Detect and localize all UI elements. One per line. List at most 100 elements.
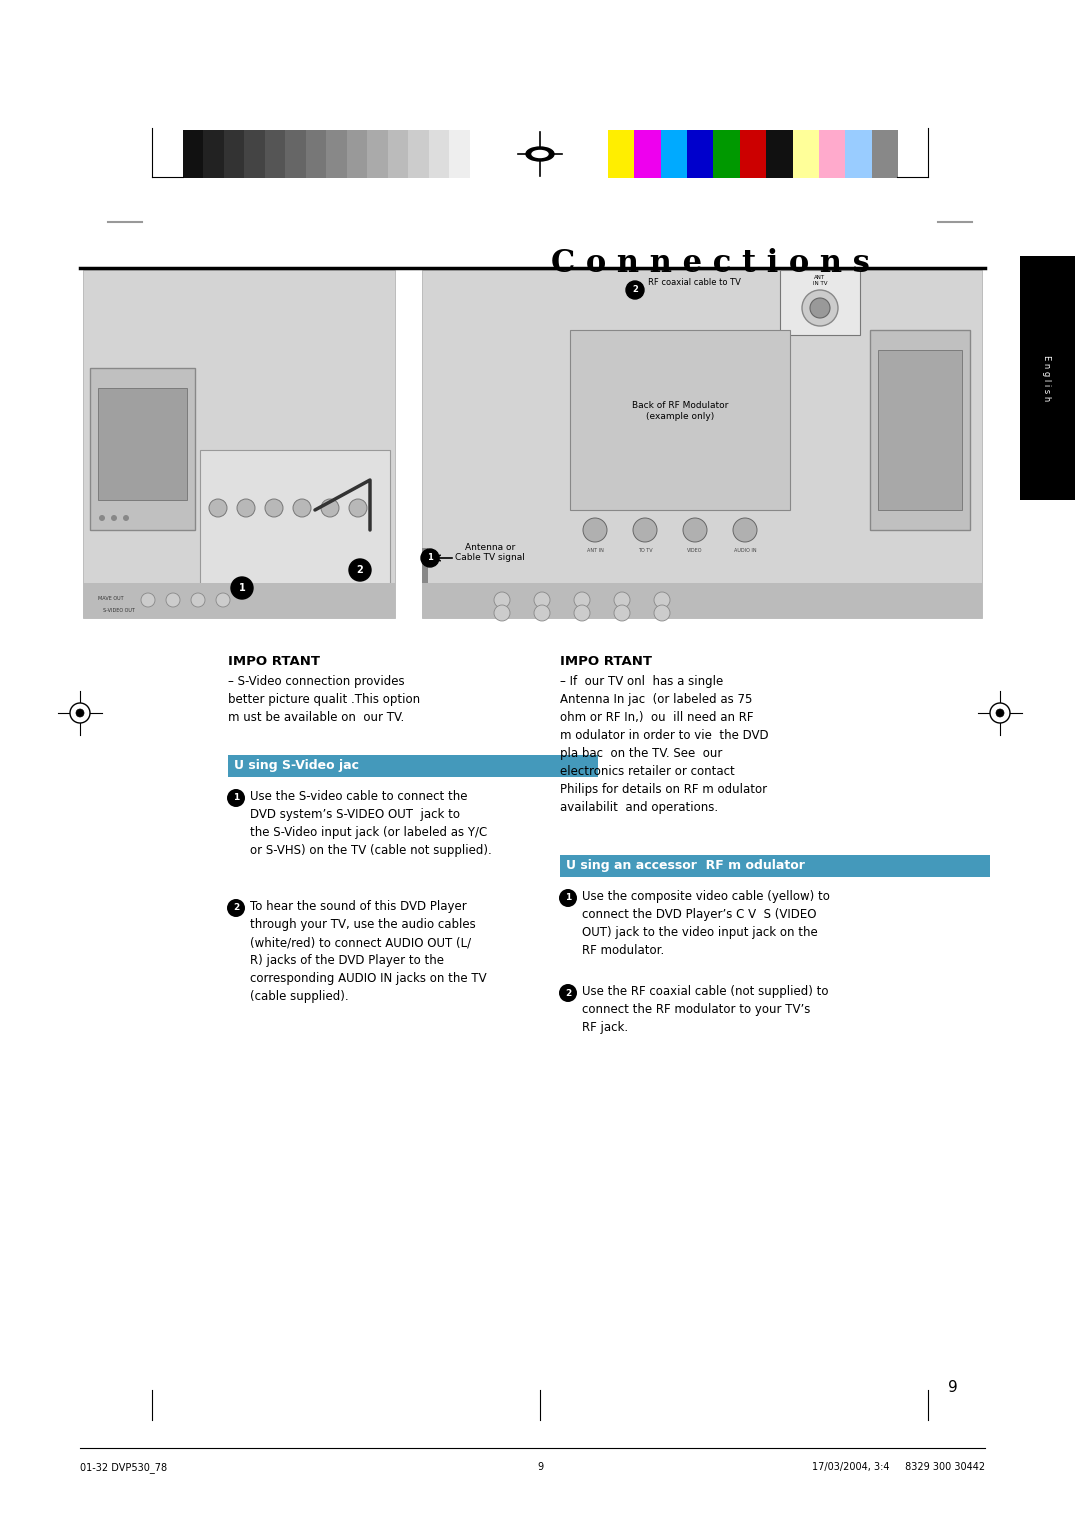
Circle shape xyxy=(615,591,630,608)
Bar xyxy=(388,130,408,177)
Circle shape xyxy=(231,578,253,599)
Circle shape xyxy=(216,593,230,607)
Bar xyxy=(661,130,687,177)
Circle shape xyxy=(349,559,372,581)
Bar xyxy=(224,130,244,177)
Bar xyxy=(422,270,982,617)
Bar xyxy=(793,130,819,177)
Bar xyxy=(608,130,634,177)
Bar xyxy=(872,130,897,177)
Bar xyxy=(285,130,306,177)
Bar xyxy=(244,130,265,177)
Text: 2: 2 xyxy=(356,565,363,575)
Circle shape xyxy=(123,515,129,521)
Bar xyxy=(83,270,395,617)
Circle shape xyxy=(633,518,657,542)
Bar xyxy=(429,130,449,177)
Bar xyxy=(183,130,203,177)
Text: Antenna or
Cable TV signal: Antenna or Cable TV signal xyxy=(455,542,525,562)
Bar xyxy=(367,130,388,177)
Text: S-VIDEO OUT: S-VIDEO OUT xyxy=(103,608,135,613)
Circle shape xyxy=(111,515,117,521)
Circle shape xyxy=(810,298,831,318)
Text: 9: 9 xyxy=(537,1462,543,1471)
Bar xyxy=(265,130,285,177)
Bar xyxy=(766,130,793,177)
Bar xyxy=(714,130,740,177)
Bar xyxy=(780,270,860,335)
Bar xyxy=(687,130,714,177)
Circle shape xyxy=(99,515,105,521)
Ellipse shape xyxy=(526,147,554,160)
Text: C o n n e c t i o n s: C o n n e c t i o n s xyxy=(551,248,870,280)
Circle shape xyxy=(141,593,156,607)
Text: TO TV: TO TV xyxy=(637,549,652,553)
Bar xyxy=(1020,257,1075,500)
Text: 1: 1 xyxy=(233,793,239,802)
Text: 17/03/2004, 3:4     8329 300 30442: 17/03/2004, 3:4 8329 300 30442 xyxy=(812,1462,985,1471)
Text: U sing an accessor  RF m odulator: U sing an accessor RF m odulator xyxy=(566,859,805,872)
Bar xyxy=(83,584,395,617)
Circle shape xyxy=(265,500,283,516)
Ellipse shape xyxy=(532,150,548,157)
Circle shape xyxy=(227,898,245,917)
Circle shape xyxy=(654,591,670,608)
Circle shape xyxy=(227,788,245,807)
Text: U sing S-Video jac: U sing S-Video jac xyxy=(234,759,359,773)
Text: To hear the sound of this DVD Player
through your TV, use the audio cables
(whit: To hear the sound of this DVD Player thr… xyxy=(249,900,487,1002)
Circle shape xyxy=(573,605,590,620)
Circle shape xyxy=(494,591,510,608)
Bar xyxy=(306,130,326,177)
Text: Use the RF coaxial cable (not supplied) to
connect the RF modulator to your TV’s: Use the RF coaxial cable (not supplied) … xyxy=(582,986,828,1034)
Bar xyxy=(870,330,970,530)
Text: 01-32 DVP530_78: 01-32 DVP530_78 xyxy=(80,1462,167,1473)
Circle shape xyxy=(733,518,757,542)
Text: ANT IN: ANT IN xyxy=(586,549,604,553)
Bar xyxy=(846,130,872,177)
Bar xyxy=(634,130,661,177)
Text: IMPO RTANT: IMPO RTANT xyxy=(228,656,320,668)
Bar xyxy=(90,368,195,530)
Circle shape xyxy=(349,500,367,516)
Circle shape xyxy=(615,605,630,620)
Ellipse shape xyxy=(990,703,1010,723)
Text: 1: 1 xyxy=(427,553,433,562)
Text: – S-Video connection provides
better picture qualit .This option
m ust be availa: – S-Video connection provides better pic… xyxy=(228,675,420,724)
Bar xyxy=(98,388,187,500)
Bar xyxy=(200,451,390,590)
Text: Back of RF Modulator
(example only): Back of RF Modulator (example only) xyxy=(632,402,728,420)
Text: 2: 2 xyxy=(565,989,571,998)
Circle shape xyxy=(210,500,227,516)
Text: Use the composite video cable (yellow) to
connect the DVD Player’s C V  S (VIDEO: Use the composite video cable (yellow) t… xyxy=(582,889,829,957)
Bar xyxy=(561,856,990,877)
Circle shape xyxy=(683,518,707,542)
Circle shape xyxy=(583,518,607,542)
Text: VIDEO: VIDEO xyxy=(687,549,703,553)
Bar xyxy=(347,130,367,177)
Bar xyxy=(570,330,789,510)
Circle shape xyxy=(802,290,838,325)
Text: RF coaxial cable to TV: RF coaxial cable to TV xyxy=(648,278,741,287)
Ellipse shape xyxy=(996,709,1004,717)
Circle shape xyxy=(237,500,255,516)
Circle shape xyxy=(166,593,180,607)
Bar xyxy=(326,130,347,177)
Ellipse shape xyxy=(76,709,84,717)
Bar xyxy=(740,130,766,177)
Bar xyxy=(819,130,846,177)
Text: 1: 1 xyxy=(239,584,245,593)
Circle shape xyxy=(421,549,438,567)
Circle shape xyxy=(321,500,339,516)
Circle shape xyxy=(293,500,311,516)
Bar xyxy=(878,350,962,510)
Circle shape xyxy=(573,591,590,608)
Ellipse shape xyxy=(70,703,90,723)
Circle shape xyxy=(559,984,577,1002)
Circle shape xyxy=(494,605,510,620)
Text: ANT
IN TV: ANT IN TV xyxy=(813,275,827,286)
Circle shape xyxy=(654,605,670,620)
Text: Use the S-video cable to connect the
DVD system’s S-VIDEO OUT  jack to
the S-Vid: Use the S-video cable to connect the DVD… xyxy=(249,790,491,857)
Text: – If  our TV onl  has a single
Antenna In jac  (or labeled as 75
ohm or RF In,) : – If our TV onl has a single Antenna In … xyxy=(561,675,769,814)
Text: E n g l i s h: E n g l i s h xyxy=(1042,354,1052,402)
Circle shape xyxy=(626,281,644,299)
